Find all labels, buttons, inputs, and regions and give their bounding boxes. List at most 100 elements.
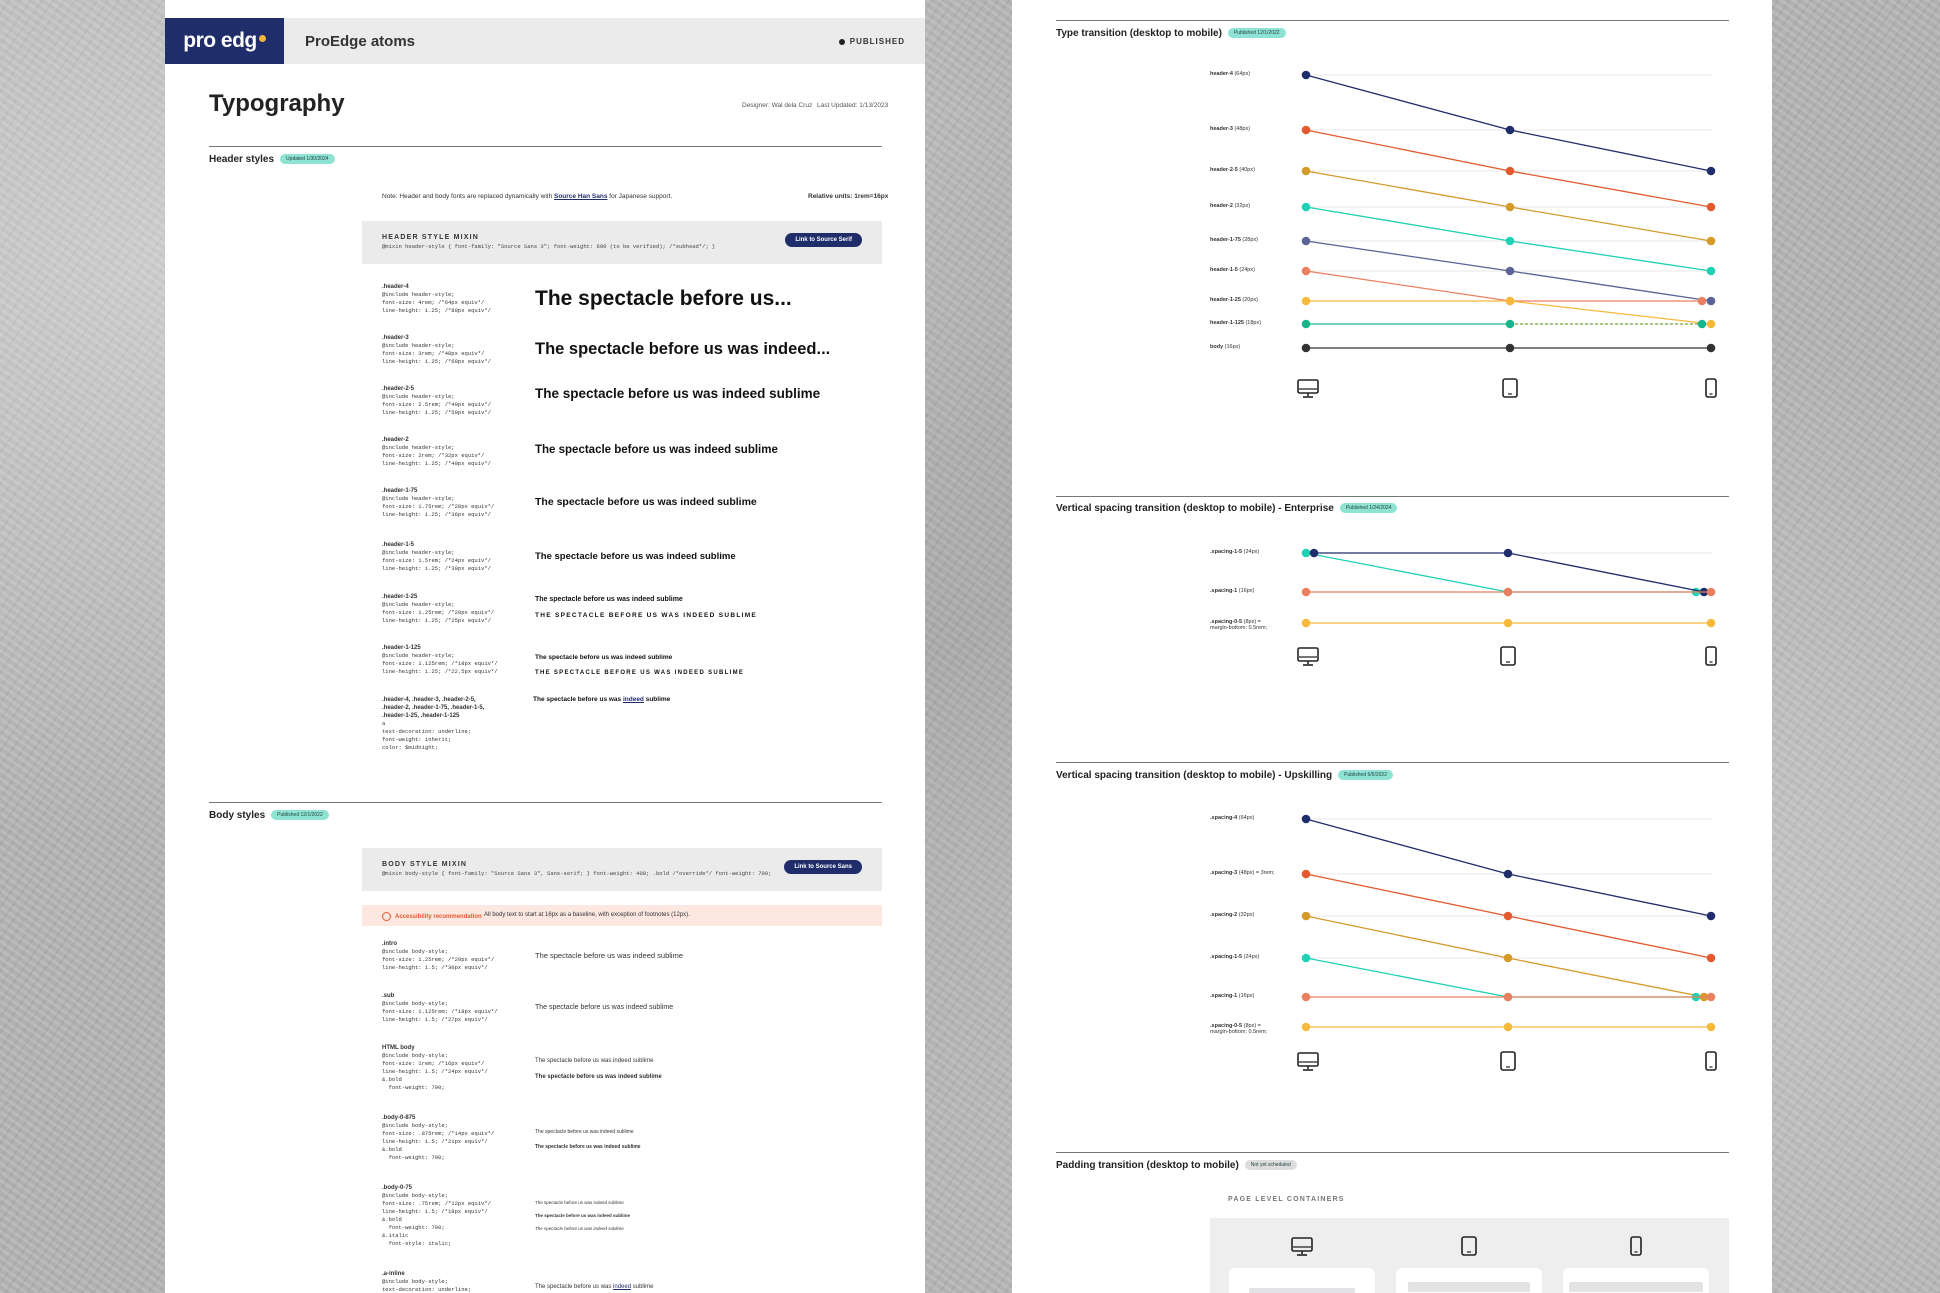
section-title-text: Vertical spacing transition (desktop to … bbox=[1056, 503, 1334, 514]
desktop-container-card bbox=[1229, 1268, 1375, 1293]
data-point bbox=[1505, 296, 1515, 306]
style-row-body-0-875: .body-0-875 @include body-style; font-si… bbox=[382, 1114, 494, 1162]
data-point bbox=[1301, 266, 1311, 276]
section-title-text: Body styles bbox=[209, 810, 266, 821]
label-size: (24px) bbox=[1237, 267, 1255, 273]
enterprise-spacing-chart bbox=[1297, 548, 1717, 666]
mobile-icon bbox=[1705, 646, 1717, 666]
series-line bbox=[1509, 170, 1712, 208]
data-point bbox=[1706, 166, 1716, 176]
data-point bbox=[1301, 814, 1311, 824]
source-han-sans-link[interactable]: Source Han Sans bbox=[553, 193, 608, 200]
a11y-text: All body text to start at 16px as a base… bbox=[484, 912, 690, 918]
label-size: (64px) bbox=[1232, 71, 1251, 77]
designer-meta: Designer: Wal dela Cruz bbox=[742, 102, 813, 109]
style-name: .a-inline bbox=[382, 1271, 405, 1277]
style-code: @include header-style; font-size: 2.5rem… bbox=[382, 393, 491, 416]
style-code: a text-decoration: underline; font-weigh… bbox=[382, 720, 472, 751]
data-point bbox=[1301, 587, 1311, 597]
data-point bbox=[1503, 911, 1513, 921]
series-line bbox=[1305, 915, 1509, 959]
style-name: .sub bbox=[382, 993, 395, 999]
section-badge: Published 12/1/2022 bbox=[1227, 28, 1286, 39]
data-point bbox=[1503, 1022, 1513, 1032]
sample-header-2: The spectacle before us was indeed subli… bbox=[535, 444, 778, 456]
label-extra: margin-bottom: 0.5rem; bbox=[1210, 1029, 1268, 1035]
mobile-icon bbox=[1705, 378, 1717, 398]
label-name: .spacing-1 bbox=[1210, 588, 1238, 594]
warning-icon bbox=[382, 912, 391, 921]
data-point bbox=[1301, 618, 1311, 628]
placeholder-bar bbox=[1408, 1282, 1530, 1292]
style-row-sub: .sub @include body-style; font-size: 1.1… bbox=[382, 992, 498, 1024]
label-size: (24px) bbox=[1242, 954, 1260, 960]
data-point bbox=[1706, 296, 1716, 306]
series-line bbox=[1305, 552, 1509, 593]
style-row-header-4: .header-4 @include header-style; font-si… bbox=[382, 283, 491, 315]
logo-dot-icon bbox=[258, 34, 266, 42]
inline-link[interactable]: indeed bbox=[613, 1284, 632, 1290]
section-title-vs-enterprise: Vertical spacing transition (desktop to … bbox=[1056, 503, 1398, 514]
divider bbox=[209, 146, 882, 147]
series-line bbox=[1305, 129, 1511, 172]
chart-label: header-1-125 (18px) bbox=[1210, 320, 1261, 326]
series-line bbox=[1305, 957, 1509, 998]
label-size: (24px) bbox=[1242, 549, 1260, 555]
section-title-text: Vertical spacing transition (desktop to … bbox=[1056, 770, 1333, 781]
sample-body-0-75-bold: The spectacle before us was indeed subli… bbox=[535, 1213, 631, 1218]
status-dot-icon bbox=[838, 38, 845, 45]
style-name: .header-1-25 bbox=[382, 594, 418, 600]
link-source-sans-button[interactable]: Link to Source Sans bbox=[784, 860, 862, 874]
style-code: @include header-style; font-size: 4rem; … bbox=[382, 291, 491, 314]
series-line bbox=[1305, 270, 1511, 302]
chart-label: .spacing-1-5 (24px) bbox=[1210, 954, 1259, 960]
sample-header-1-75: The spectacle before us was indeed subli… bbox=[535, 496, 757, 508]
section-badge: Published 12/1/2022 bbox=[271, 810, 329, 821]
chart-label: .spacing-0-5 (8px) = margin-bottom: 0.5re… bbox=[1210, 619, 1267, 631]
chart-label: header-1-25 (20px) bbox=[1210, 297, 1258, 303]
style-row-header-1-5: .header-1-5 @include header-style; font-… bbox=[382, 541, 491, 573]
data-point bbox=[1301, 319, 1311, 329]
mixin-code: @mixin header-style { font-family: "Sour… bbox=[382, 243, 716, 250]
mixin-title: BODY STYLE MIXIN bbox=[382, 861, 468, 868]
inline-link[interactable]: indeed bbox=[622, 696, 644, 703]
series-line bbox=[1507, 957, 1705, 998]
link-source-serif-button[interactable]: Link to Source Serif bbox=[785, 233, 862, 247]
divider bbox=[1056, 20, 1729, 21]
sample-header-1-125: The spectacle before us was indeed subli… bbox=[535, 654, 673, 661]
data-point bbox=[1706, 343, 1716, 353]
label-name: header-1-125 bbox=[1210, 320, 1244, 326]
style-name: .body-0-875 bbox=[382, 1115, 416, 1121]
tablet-icon bbox=[1461, 1236, 1477, 1256]
chart-label: .spacing-1 (16px) bbox=[1210, 588, 1254, 594]
style-row-header-1-25: .header-1-25 @include header-style; font… bbox=[382, 593, 494, 625]
series-line bbox=[1305, 170, 1511, 208]
style-code: @include header-style; font-size: 3rem; … bbox=[382, 342, 491, 365]
data-point bbox=[1505, 166, 1515, 176]
chart-label: .spacing-0-5 (8px) = margin-bottom: 0.5re… bbox=[1210, 1023, 1267, 1035]
data-point bbox=[1706, 911, 1716, 921]
section-title-vs-upskilling: Vertical spacing transition (desktop to … bbox=[1056, 770, 1393, 781]
data-point bbox=[1697, 319, 1707, 329]
data-point bbox=[1301, 70, 1311, 80]
label-size: (40px) bbox=[1237, 167, 1255, 173]
data-point bbox=[1706, 953, 1716, 963]
style-code: @include body-style; font-size: 1rem; /*… bbox=[382, 1052, 488, 1091]
style-name: .header-1-125 bbox=[382, 645, 421, 651]
label-size: (16px) bbox=[1237, 588, 1255, 594]
label-size: (8px) = bbox=[1242, 1023, 1261, 1029]
sample-body-0-75-italic: The spectacle before us was indeed subli… bbox=[535, 1226, 624, 1231]
data-point bbox=[1505, 319, 1515, 329]
page-level-containers bbox=[1210, 1218, 1729, 1293]
proedge-logo[interactable]: pro edg bbox=[165, 18, 284, 64]
app-header: pro edg ProEdge atoms PUBLISHED bbox=[165, 18, 925, 64]
chart-label: body (16px) bbox=[1210, 344, 1240, 350]
sample-header-1-25-caps: The spectacle before us was indeed subli… bbox=[535, 612, 758, 619]
style-code: @include header-style; font-size: 1.125r… bbox=[382, 652, 498, 675]
data-point bbox=[1301, 548, 1311, 558]
label-size: (32px) bbox=[1232, 203, 1251, 209]
data-point bbox=[1706, 319, 1716, 329]
label-size: (16px) bbox=[1237, 993, 1255, 999]
note-text: Note: Header and body fonts are replaced… bbox=[382, 193, 554, 200]
sample-header-1-25: The spectacle before us was indeed subli… bbox=[535, 596, 683, 603]
